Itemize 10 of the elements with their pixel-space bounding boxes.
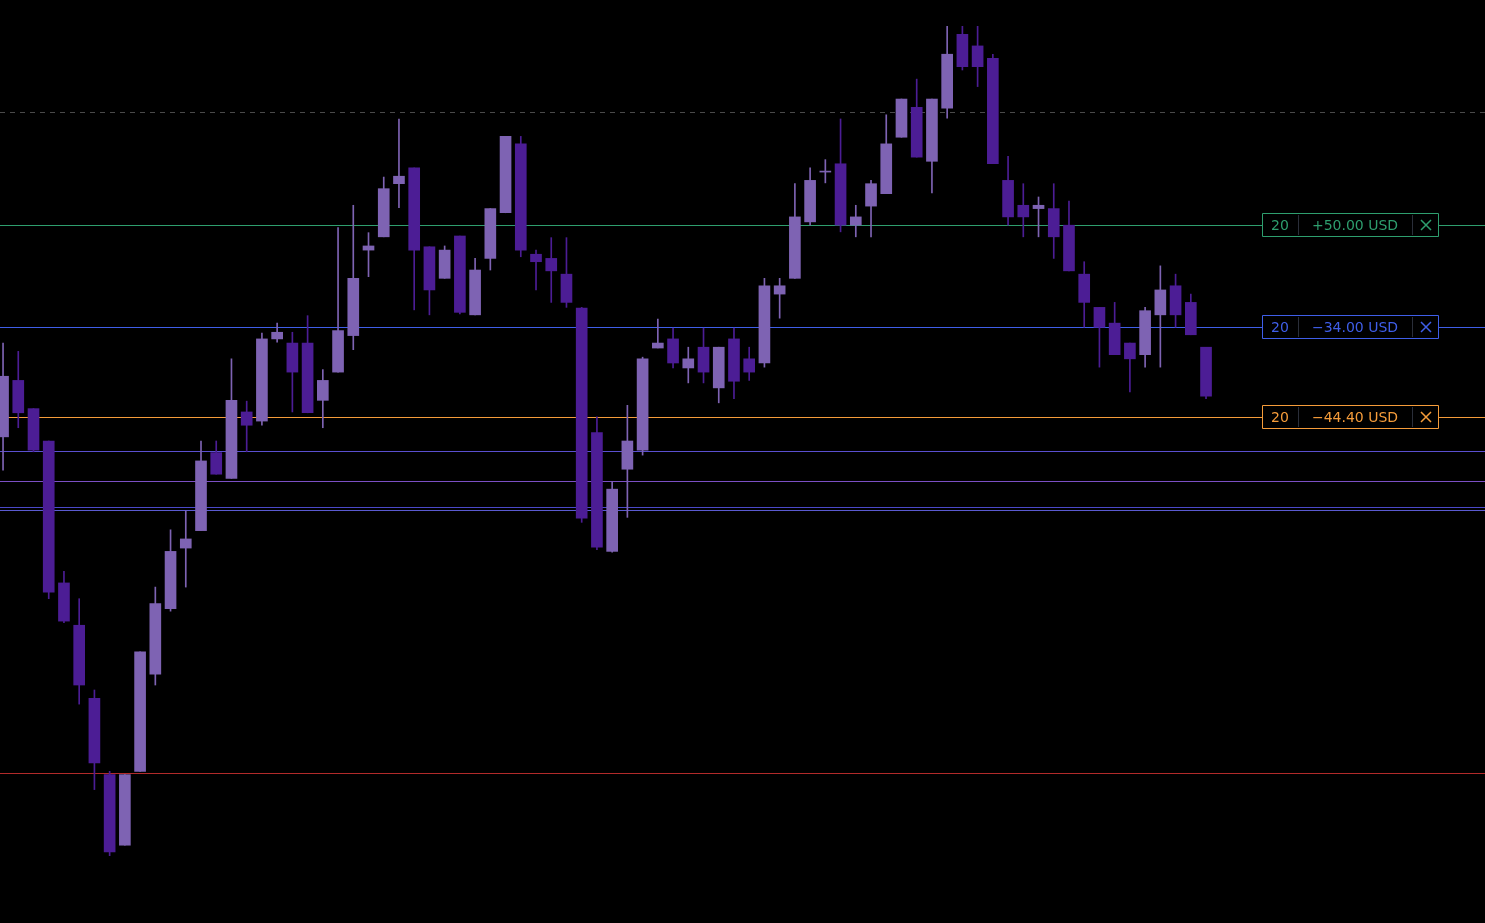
candlestick [545, 237, 558, 303]
candlestick [1017, 183, 1030, 238]
text: 20 −34.00 USD [1271, 318, 1399, 335]
text: 20 −44.40 USD [1271, 408, 1399, 425]
candlestick [682, 346, 695, 384]
candlestick [179, 510, 192, 588]
candlestick [652, 318, 664, 349]
candlestick [393, 118, 405, 209]
text: 20 +50.00 USD [1271, 216, 1399, 233]
candlestick [530, 249, 542, 291]
